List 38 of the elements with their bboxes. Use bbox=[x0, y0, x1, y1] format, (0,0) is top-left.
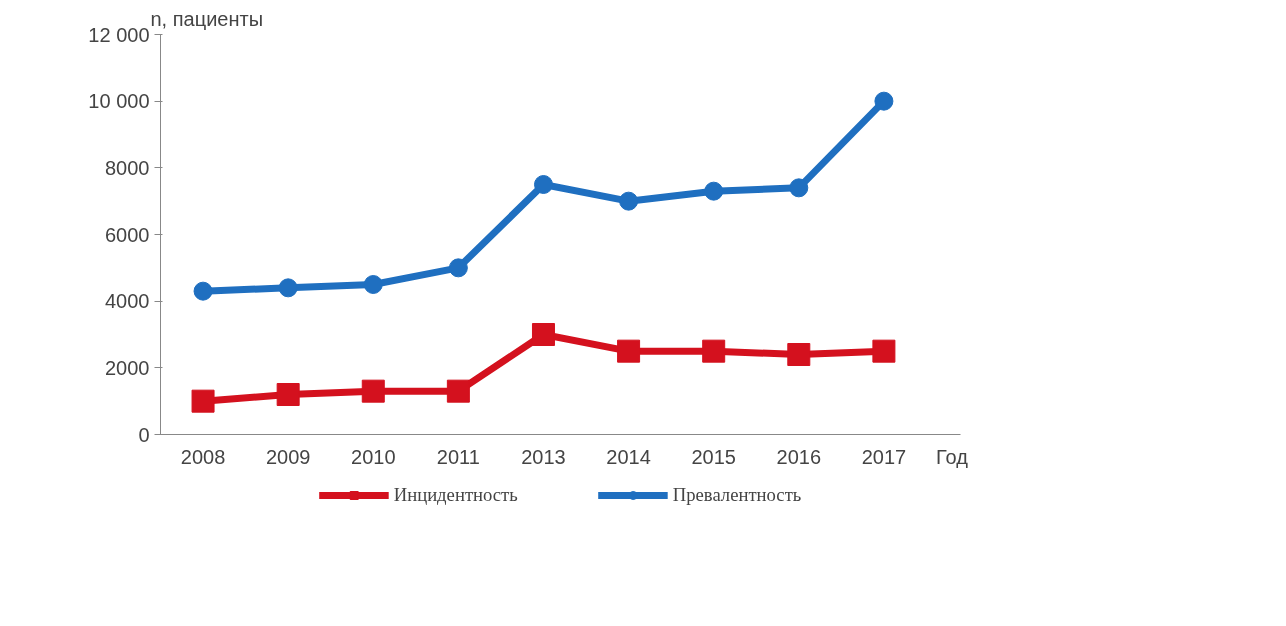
y-tick-label: 8000 bbox=[105, 156, 150, 179]
point bbox=[872, 339, 896, 363]
point bbox=[446, 379, 470, 403]
legend-label: Инцидентность bbox=[393, 484, 518, 506]
x-tick-label: 2015 bbox=[691, 445, 736, 468]
y-tick-label: 12 000 bbox=[88, 23, 150, 46]
legend-label: Превалентность bbox=[672, 484, 802, 506]
x-tick-label: 2008 bbox=[180, 445, 226, 468]
point bbox=[448, 258, 468, 278]
point bbox=[191, 389, 215, 413]
y-axis-title: n, пациенты bbox=[150, 7, 264, 30]
y-tick-label: 6000 bbox=[105, 223, 150, 246]
x-tick-label: 2017 bbox=[861, 445, 907, 468]
x-tick-label: 2013 bbox=[521, 445, 566, 468]
point bbox=[617, 339, 641, 363]
x-tick-label: 2011 bbox=[436, 445, 480, 468]
y-tick-label: 0 bbox=[138, 423, 150, 446]
point bbox=[702, 339, 726, 363]
x-tick-label: 2009 bbox=[265, 445, 311, 468]
point bbox=[531, 323, 555, 346]
x-tick-label: 2010 bbox=[351, 445, 396, 468]
point bbox=[704, 181, 724, 201]
point bbox=[787, 343, 811, 366]
y-tick-label: 4000 bbox=[105, 290, 150, 313]
point bbox=[789, 178, 809, 198]
point bbox=[619, 191, 639, 211]
x-tick-label: 2016 bbox=[776, 445, 822, 468]
y-tick-label: 10 000 bbox=[88, 90, 150, 113]
point bbox=[361, 379, 385, 403]
x-tick-label: 2014 bbox=[606, 445, 651, 468]
point bbox=[278, 278, 298, 298]
x-axis-title: Год bbox=[936, 445, 969, 468]
point bbox=[533, 175, 553, 194]
y-tick-label: 2000 bbox=[105, 356, 150, 379]
point bbox=[363, 275, 383, 294]
point bbox=[193, 281, 213, 301]
point bbox=[874, 91, 894, 111]
point bbox=[276, 383, 300, 406]
